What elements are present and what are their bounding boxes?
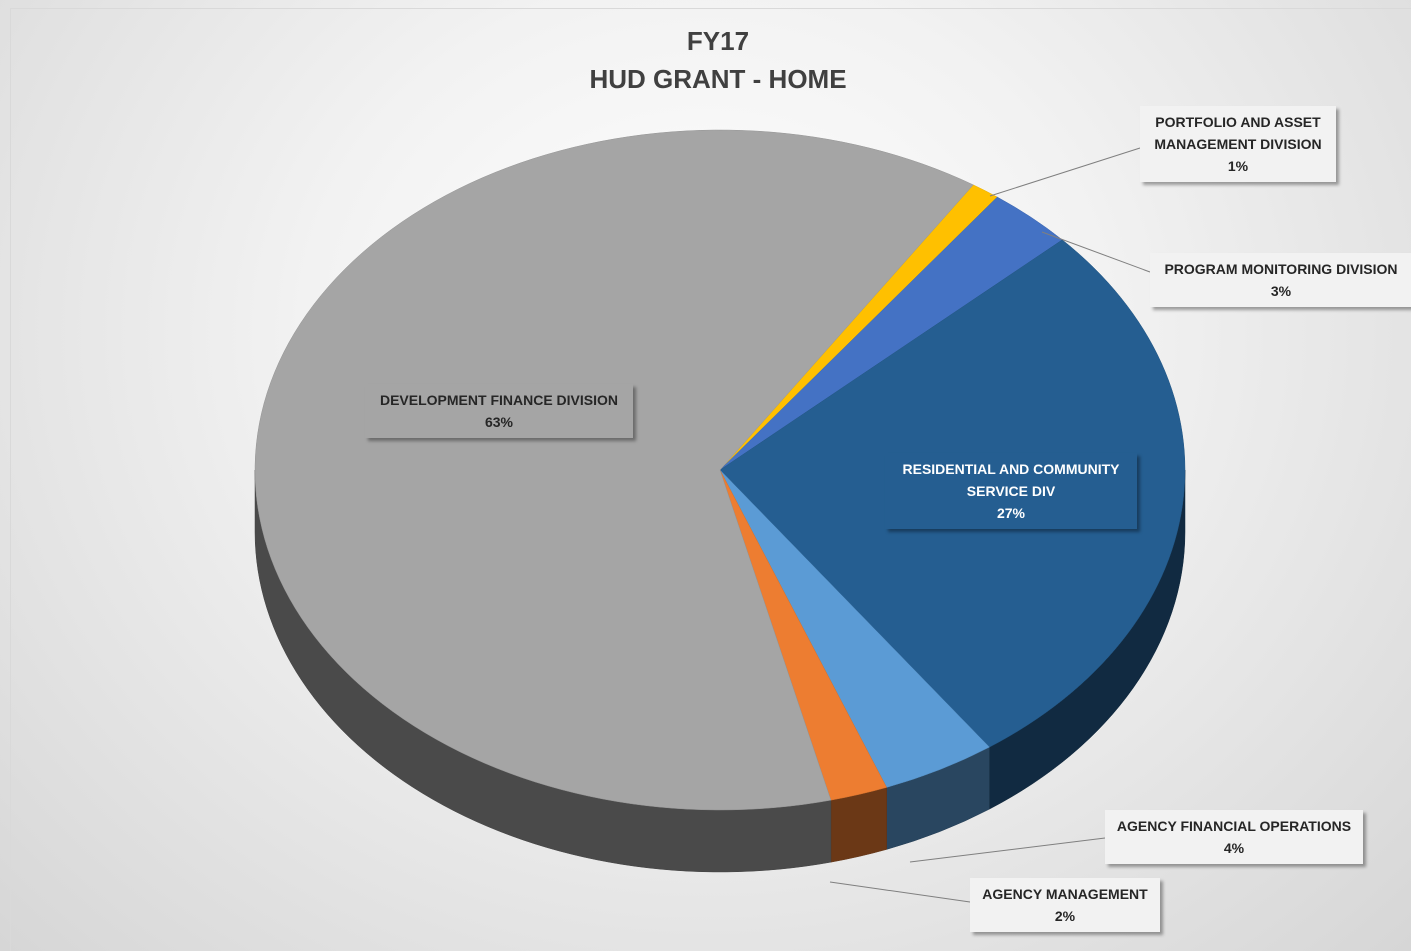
data-label-value: 1%	[1227, 158, 1249, 174]
data-label-category: DEVELOPMENT FINANCE DIVISION	[379, 392, 619, 408]
leader-line	[1041, 231, 1151, 273]
chart-title: FY17	[686, 26, 750, 56]
data-label: RESIDENTIAL AND COMMUNITY SERVICE DIV 27%	[885, 453, 1137, 529]
data-label-value: 3%	[1270, 283, 1292, 299]
data-label: PROGRAM MONITORING DIVISION 3%	[1150, 253, 1411, 307]
data-label: AGENCY MANAGEMENT 2%	[970, 878, 1160, 932]
data-label-category: PROGRAM MONITORING DIVISION	[1164, 261, 1398, 277]
slice	[254, 129, 974, 811]
data-label-value: 27%	[996, 505, 1026, 521]
data-label-value: 4%	[1223, 840, 1245, 856]
data-label-category: RESIDENTIAL AND COMMUNITY SERVICE DIV	[902, 461, 1120, 499]
leader-line	[989, 147, 1141, 197]
data-label-category: AGENCY MANAGEMENT	[982, 886, 1148, 902]
chart-subtitle: HUD GRANT - HOME	[589, 64, 847, 94]
data-label-category: PORTFOLIO AND ASSET MANAGEMENT DIVISION	[1154, 114, 1322, 152]
leader-line	[909, 837, 1106, 863]
data-label-value: 63%	[484, 414, 514, 430]
data-label: PORTFOLIO AND ASSET MANAGEMENT DIVISION 1…	[1140, 106, 1336, 182]
pie-tops	[254, 129, 1186, 811]
data-label: DEVELOPMENT FINANCE DIVISION 63%	[365, 384, 633, 438]
leader-line	[829, 881, 971, 903]
data-label: AGENCY FINANCIAL OPERATIONS 4%	[1105, 810, 1363, 864]
data-label-category: AGENCY FINANCIAL OPERATIONS	[1116, 818, 1352, 834]
data-label-value: 2%	[1054, 908, 1076, 924]
